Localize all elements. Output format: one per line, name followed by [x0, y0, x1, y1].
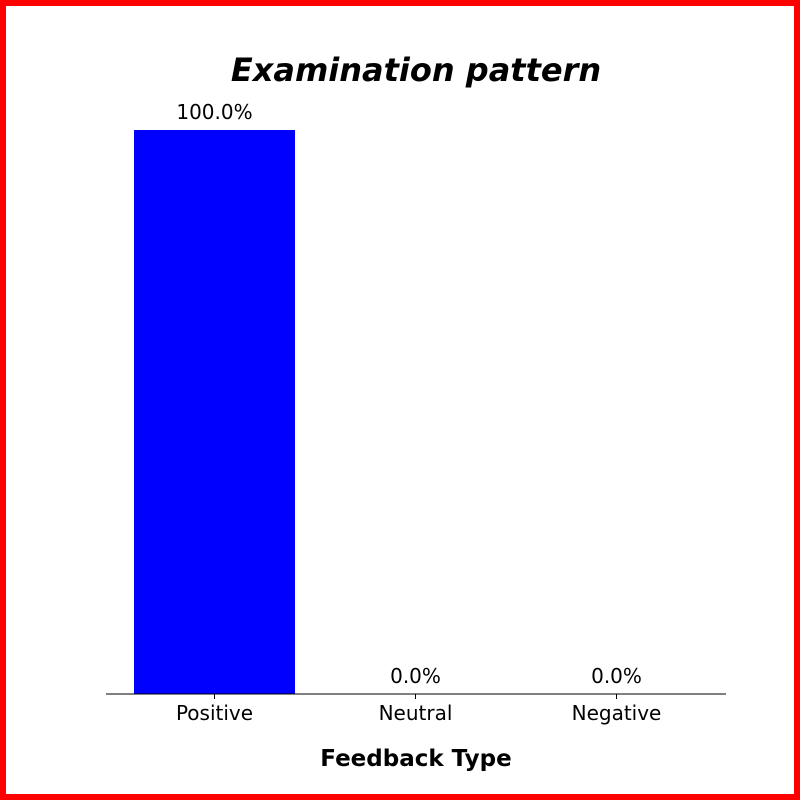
x-tick-label-positive: Positive: [176, 701, 253, 725]
x-ticks-layer: Positive Neutral Negative: [176, 694, 661, 725]
x-axis-label: Feedback Type: [320, 746, 511, 772]
data-label-negative: 0.0%: [591, 664, 642, 688]
bars-layer: [134, 130, 295, 694]
x-tick-label-negative: Negative: [572, 701, 662, 725]
data-label-neutral: 0.0%: [390, 664, 441, 688]
chart-title: Examination pattern: [231, 51, 601, 89]
data-label-positive: 100.0%: [176, 100, 252, 124]
bar-positive: [134, 130, 295, 694]
data-labels-layer: 100.0% 0.0% 0.0%: [176, 100, 642, 688]
x-tick-label-neutral: Neutral: [379, 701, 453, 725]
bar-chart: Examination pattern Positive Neutral Negat…: [106, 51, 726, 772]
